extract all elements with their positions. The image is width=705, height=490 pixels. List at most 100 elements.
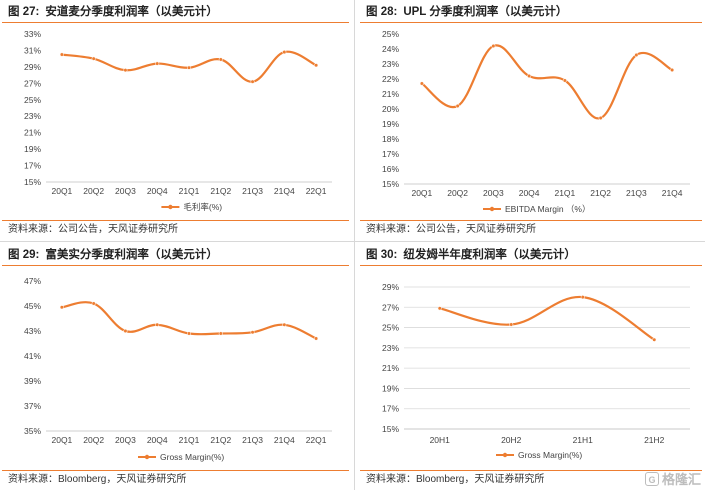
y-tick-label: 21%	[382, 89, 399, 99]
watermark-logo-icon: G	[644, 471, 659, 486]
y-tick-label: 23%	[382, 59, 399, 69]
x-tick-label: 20Q4	[147, 186, 168, 196]
panel-title: 图 28: UPL 分季度利润率（以美元计）	[360, 2, 702, 23]
y-tick-label: 27%	[24, 78, 41, 88]
data-point	[282, 322, 287, 327]
x-tick-label: 21Q1	[179, 435, 200, 445]
panel-adama: 图 27: 安道麦分季度利润率（以美元计） 15% 17% 19% 21% 23% 25% 2…	[2, 2, 349, 238]
y-tick-label: 23%	[382, 343, 399, 353]
data-point	[562, 78, 567, 83]
y-tick-label: 33%	[24, 29, 41, 39]
panel-nufarm: 图 30: 纽发姆半年度利润率（以美元计） 15% 17% 19% 21% 23% 25% 2…	[360, 245, 702, 488]
x-tick-label: 21Q2	[210, 186, 231, 196]
data-point	[186, 65, 192, 70]
legend-label: Gross Margin(%)	[518, 450, 582, 460]
x-tick-label: 20Q2	[447, 188, 468, 198]
y-tick-label: 27%	[382, 302, 399, 312]
x-tick-label: 21Q1	[554, 188, 575, 198]
y-tick-label: 19%	[24, 144, 41, 154]
x-tick-label: 21H1	[573, 435, 594, 445]
panel-fmc: 图 29: 富美实分季度利润率（以美元计） 35% 37% 39% 41% 43% 45% 4…	[2, 245, 349, 488]
y-tick-label: 29%	[24, 62, 41, 72]
data-point	[59, 52, 64, 57]
y-tick-label: 19%	[382, 383, 399, 393]
source-note: 资料来源：Bloomberg，天风证券研究所	[360, 470, 702, 488]
data-point	[250, 79, 255, 84]
x-tick-label: 21Q2	[210, 435, 231, 445]
y-tick-label: 41%	[24, 351, 41, 361]
y-tick-label: 16%	[382, 164, 399, 174]
data-point	[250, 330, 255, 335]
x-tick-label: 21Q4	[274, 435, 295, 445]
legend-marker	[489, 206, 495, 212]
data-point	[59, 305, 64, 310]
y-tick-label: 35%	[24, 426, 41, 436]
data-point	[314, 336, 319, 341]
data-point	[437, 306, 442, 311]
y-tick-label: 37%	[24, 401, 41, 411]
series-line	[439, 295, 655, 341]
data-point	[652, 337, 657, 342]
y-tick-label: 23%	[24, 111, 41, 121]
panel-title: 图 30: 纽发姆半年度利润率（以美元计）	[360, 245, 702, 266]
data-point	[282, 50, 287, 55]
x-tick-label: 21Q3	[242, 435, 263, 445]
x-tick-label: 20Q3	[115, 186, 136, 196]
x-tick-label: 20Q1	[411, 188, 432, 198]
data-point	[218, 57, 223, 62]
figure-title: 纽发姆半年度利润率（以美元计）	[403, 249, 576, 261]
source-note: 资料来源：公司公告，天风证券研究所	[360, 220, 702, 238]
x-tick-label: 20Q4	[519, 188, 540, 198]
legend-marker	[144, 454, 150, 460]
data-point	[455, 103, 460, 109]
x-tick-label: 20Q3	[115, 435, 136, 445]
x-tick-label: 22Q1	[306, 186, 327, 196]
panel-title: 图 29: 富美实分季度利润率（以美元计）	[2, 245, 349, 266]
y-tick-label: 17%	[382, 149, 399, 159]
chart-upl: 15% 16% 17% 18% 19% 20% 21% 22% 23% 24% 25% 20Q1 20Q…	[382, 29, 690, 214]
y-tick-label: 21%	[24, 128, 41, 138]
y-tick-label: 25%	[24, 95, 41, 105]
data-point	[186, 331, 192, 336]
y-tick-label: 39%	[24, 376, 41, 386]
y-tick-label: 21%	[382, 363, 399, 373]
x-tick-label: 22Q1	[306, 435, 327, 445]
data-point	[314, 63, 319, 68]
y-tick-label: 31%	[24, 45, 41, 55]
y-tick-label: 17%	[382, 404, 399, 414]
series-line	[421, 44, 673, 120]
x-tick-label: 20Q3	[483, 188, 504, 198]
y-tick-label: 24%	[382, 44, 399, 54]
x-tick-label: 20H2	[501, 435, 522, 445]
data-point	[509, 322, 514, 327]
figure-number: 图 27:	[8, 6, 40, 18]
x-tick-label: 20Q4	[147, 435, 168, 445]
y-tick-label: 25%	[382, 29, 399, 39]
chart-fmc: 35% 37% 39% 41% 43% 45% 47% 20Q1 20Q2 20Q3 20Q4 21Q…	[24, 276, 332, 462]
legend-label: 毛利率(%)	[183, 202, 222, 212]
data-point	[155, 322, 160, 327]
legend-marker	[168, 204, 173, 210]
y-tick-label: 18%	[382, 134, 399, 144]
y-tick-label: 19%	[382, 119, 399, 129]
data-point	[491, 43, 496, 49]
y-tick-label: 43%	[24, 326, 41, 336]
x-tick-label: 20H1	[430, 435, 451, 445]
watermark: G 格隆汇	[644, 469, 701, 488]
x-tick-label: 21Q4	[274, 186, 295, 196]
y-tick-label: 25%	[382, 323, 399, 333]
x-tick-label: 21Q3	[242, 186, 263, 196]
y-tick-label: 29%	[382, 282, 399, 292]
legend-label: Gross Margin(%)	[160, 452, 224, 462]
data-point	[419, 81, 424, 86]
chart-nufarm: 15% 17% 19% 21% 23% 25% 27% 29% 20H1 20H2 21H1 21H2…	[382, 282, 690, 460]
y-tick-label: 15%	[382, 424, 399, 434]
data-point	[155, 61, 160, 66]
y-tick-label: 45%	[24, 301, 41, 311]
figure-title: UPL 分季度利润率（以美元计）	[403, 6, 568, 18]
y-tick-label: 15%	[382, 179, 399, 189]
data-point	[670, 67, 675, 73]
y-tick-label: 15%	[24, 177, 41, 187]
data-point	[91, 56, 96, 61]
x-tick-label: 21H2	[644, 435, 665, 445]
